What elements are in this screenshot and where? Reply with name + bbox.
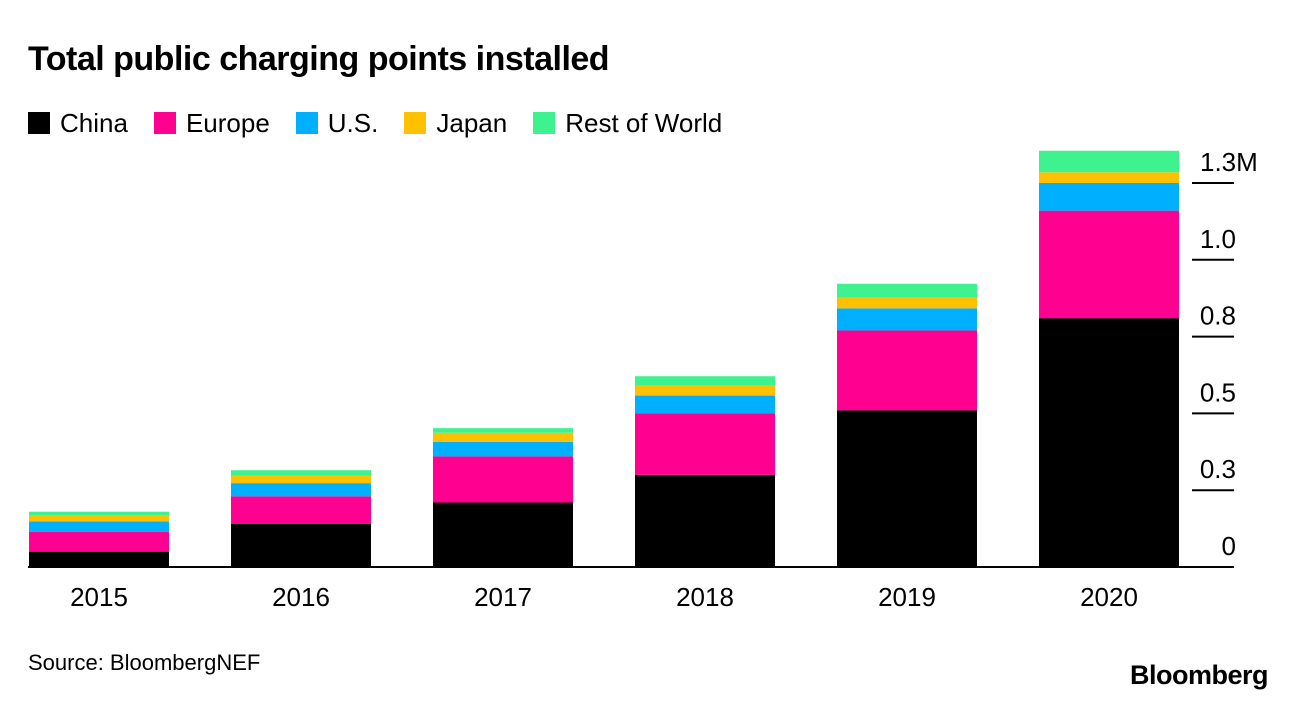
bar-segment-u-s-2020 (1039, 183, 1179, 211)
bar-segment-u-s-2016 (231, 483, 371, 497)
bar-segment-japan-2015 (29, 515, 169, 522)
legend-item-china: China (28, 108, 128, 139)
bar-segment-europe-2017 (433, 456, 573, 503)
bar-segment-china-2020 (1039, 318, 1179, 567)
legend-label: Europe (185, 107, 270, 138)
legend-swatch (404, 112, 427, 134)
bar-segment-rest-of-world-2020 (1039, 150, 1179, 173)
bar-segment-japan-2020 (1039, 172, 1179, 183)
legend-item-rest-of-world: Rest of World (533, 108, 722, 139)
y-tick-label: 0.8 (1200, 301, 1236, 331)
bar-segment-u-s-2018 (635, 395, 775, 414)
bar-segment-europe-2016 (231, 496, 371, 524)
bar-segment-europe-2018 (635, 413, 775, 475)
bloomberg-logo: Bloomberg (1129, 660, 1269, 690)
bar-segment-china-2017 (433, 502, 573, 567)
y-tick-label: 1.0 (1200, 224, 1236, 254)
x-tick-label: 2018 (676, 582, 734, 612)
bar-segment-japan-2017 (433, 432, 573, 442)
bar-segment-rest-of-world-2017 (433, 428, 573, 433)
bar-segment-china-2015 (29, 551, 169, 567)
x-tick-label: 2015 (70, 582, 128, 612)
bar-segment-japan-2019 (837, 297, 977, 309)
bar-segment-rest-of-world-2016 (231, 470, 371, 476)
x-tick-label: 2019 (878, 582, 936, 612)
legend-swatch (533, 112, 556, 134)
y-tick-label: 0.5 (1200, 377, 1236, 407)
bar-segment-u-s-2017 (433, 441, 573, 457)
legend-item-japan: Japan (404, 108, 507, 139)
legend-swatch (295, 112, 318, 134)
bar-segment-europe-2015 (29, 531, 169, 552)
bar-segment-rest-of-world-2018 (635, 376, 775, 386)
bar-segment-u-s-2015 (29, 521, 169, 532)
bar-segment-japan-2018 (635, 385, 775, 396)
bar-segment-china-2019 (837, 410, 977, 567)
y-tick-label: 0 (1222, 531, 1236, 561)
x-tick-label: 2017 (474, 582, 532, 612)
bar-segment-rest-of-world-2015 (29, 511, 169, 516)
bar-segment-rest-of-world-2019 (837, 283, 977, 298)
bar-segment-europe-2020 (1039, 210, 1179, 319)
x-tick-label: 2016 (272, 582, 330, 612)
legend-label: Rest of World (565, 107, 723, 138)
legend-label: U.S. (327, 107, 379, 138)
source-note: Source: BloombergNEF (28, 650, 261, 675)
legend-item-u-s: U.S. (295, 107, 379, 139)
legend: China Europe U.S. Japan Rest of World (28, 106, 748, 140)
bar-segment-china-2018 (635, 474, 775, 567)
bar-segment-japan-2016 (231, 475, 371, 484)
legend-swatch (153, 112, 176, 134)
bar-segment-europe-2019 (837, 330, 977, 411)
legend-item-europe: Europe (153, 107, 270, 139)
bar-segment-china-2016 (231, 523, 371, 567)
y-tick-label: 0.3 (1200, 454, 1236, 484)
bar-segment-u-s-2019 (837, 308, 977, 331)
y-tick-label: 1.3M (1200, 147, 1258, 177)
legend-label: China (60, 107, 128, 138)
legend-swatch (28, 112, 50, 134)
x-tick-label: 2020 (1080, 582, 1138, 612)
chart-title: Total public charging points installed (28, 40, 610, 78)
legend-label: Japan (436, 107, 508, 138)
